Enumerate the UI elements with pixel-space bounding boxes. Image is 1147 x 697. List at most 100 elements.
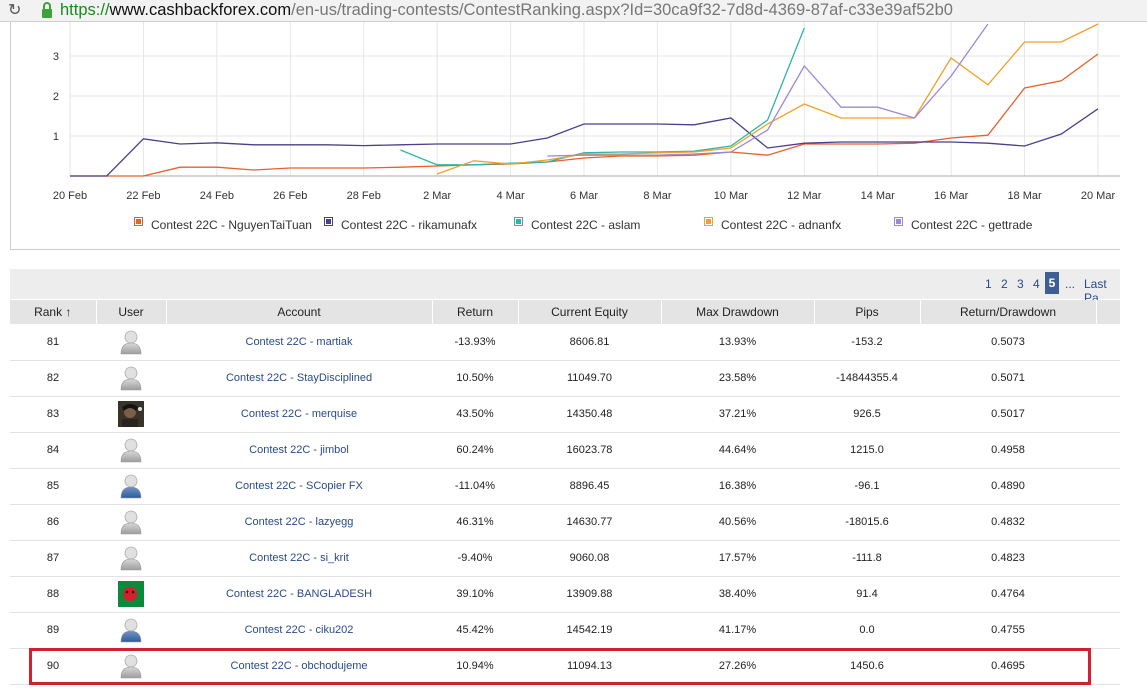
cell-equity: 14542.19 <box>518 612 661 649</box>
cell-rank: 81 <box>10 324 96 361</box>
legend-swatch <box>704 217 713 226</box>
legend-label: Contest 22C - adnanfx <box>721 218 842 232</box>
col-header-ratio[interactable]: Return/Drawdown <box>920 300 1097 324</box>
user-icon[interactable] <box>118 437 144 463</box>
cell-drawdown: 37.21% <box>661 396 814 433</box>
contest-chart: 20 Feb 22 Feb 24 Feb 26 Feb 28 Feb 2 Mar 4 Mar… <box>10 22 1120 250</box>
cell-drawdown: 27.26% <box>661 648 814 685</box>
x-tick-label: 18 Mar <box>1007 190 1042 202</box>
legend-item-4[interactable]: Contest 22C - adnanfx <box>704 217 842 232</box>
x-tick-label: 12 Mar <box>787 190 822 202</box>
x-tick-label: 2 Mar <box>423 190 451 202</box>
cell-equity: 14630.77 <box>518 504 661 541</box>
cell-equity: 11094.13 <box>518 648 661 685</box>
account-link[interactable]: Contest 22C - StayDisciplined <box>166 360 432 397</box>
cell-user <box>96 360 166 397</box>
col-header-drawdown[interactable]: Max Drawdown <box>661 300 815 324</box>
user-icon[interactable] <box>118 617 144 643</box>
y-tick-label: 3 <box>53 51 59 63</box>
col-header-account[interactable]: Account <box>166 300 433 324</box>
page-link-1[interactable]: 1 <box>985 277 992 291</box>
col-header-return[interactable]: Return <box>432 300 519 324</box>
x-tick-label: 26 Feb <box>273 190 307 202</box>
account-link[interactable]: Contest 22C - si_krit <box>166 540 432 577</box>
table-row: 83 Contest 22C - merquise 43.50% 14350.48 37… <box>10 396 1120 433</box>
cell-equity: 16023.78 <box>518 432 661 469</box>
legend-item-2[interactable]: Contest 22C - rikamunafx <box>324 217 477 232</box>
col-header-equity[interactable]: Current Equity <box>518 300 662 324</box>
cell-spacer <box>1096 612 1120 649</box>
avatar[interactable] <box>118 581 144 607</box>
table-row: 82 Contest 22C - StayDisciplined 10.50% 110… <box>10 360 1120 397</box>
legend-item-1[interactable]: Contest 22C - NguyenTaiTuan <box>134 217 312 232</box>
account-link[interactable]: Contest 22C - obchodujeme <box>166 648 432 685</box>
cell-drawdown: 23.58% <box>661 360 814 397</box>
series-line-4 <box>436 23 1099 175</box>
x-tick-label: 8 Mar <box>643 190 671 202</box>
cell-drawdown: 17.57% <box>661 540 814 577</box>
account-link[interactable]: Contest 22C - jimbol <box>166 432 432 469</box>
legend-label: Contest 22C - aslam <box>531 218 641 232</box>
user-icon[interactable] <box>118 545 144 571</box>
x-tick-label: 24 Feb <box>200 190 234 202</box>
cell-return: 46.31% <box>432 504 518 541</box>
cell-pips: 1450.6 <box>814 648 920 685</box>
cell-rank: 82 <box>10 360 96 397</box>
cell-return: -9.40% <box>432 540 518 577</box>
cell-equity: 8896.45 <box>518 468 661 505</box>
col-header-pips[interactable]: Pips <box>814 300 921 324</box>
cell-equity: 9060.08 <box>518 540 661 577</box>
cell-rank: 89 <box>10 612 96 649</box>
browser-address-bar: ↻ https://www.cashbackforex.com/en-us/tr… <box>0 0 1147 22</box>
account-link[interactable]: Contest 22C - martiak <box>166 324 432 361</box>
chart-legend: Contest 22C - NguyenTaiTuan Contest 22C -… <box>11 217 1120 240</box>
cell-return: 10.50% <box>432 360 518 397</box>
legend-label: Contest 22C - NguyenTaiTuan <box>151 218 312 232</box>
x-tick-label: 4 Mar <box>497 190 525 202</box>
cell-spacer <box>1096 468 1120 505</box>
url-field[interactable]: https://www.cashbackforex.com/en-us/trad… <box>60 1 953 20</box>
account-link[interactable]: Contest 22C - lazyegg <box>166 504 432 541</box>
cell-spacer <box>1096 324 1120 361</box>
user-icon[interactable] <box>118 473 144 499</box>
user-icon[interactable] <box>118 509 144 535</box>
page-link-4[interactable]: 4 <box>1033 277 1040 291</box>
cell-pips: 0.0 <box>814 612 920 649</box>
account-link[interactable]: Contest 22C - SCopier FX <box>166 468 432 505</box>
series-line-2 <box>70 108 1099 177</box>
legend-item-5[interactable]: Contest 22C - gettrade <box>894 217 1032 232</box>
cell-pips: 1215.0 <box>814 432 920 469</box>
url-scheme: https:// <box>60 1 110 19</box>
cell-ratio: 0.5017 <box>920 396 1096 433</box>
cell-user <box>96 648 166 685</box>
account-link[interactable]: Contest 22C - ciku202 <box>166 612 432 649</box>
cell-rank: 83 <box>10 396 96 433</box>
user-icon[interactable] <box>118 653 144 679</box>
cell-pips: -18015.6 <box>814 504 920 541</box>
table-header-row: Rank ↑ User Account Return Current Equit… <box>10 300 1121 324</box>
cell-return: 60.24% <box>432 432 518 469</box>
cell-rank: 85 <box>10 468 96 505</box>
cell-ratio: 0.4695 <box>920 648 1096 685</box>
legend-swatch <box>894 217 903 226</box>
legend-item-3[interactable]: Contest 22C - aslam <box>514 217 641 232</box>
table-row: 85 Contest 22C - SCopier FX -11.04% 8896.45… <box>10 468 1120 505</box>
account-link[interactable]: Contest 22C - merquise <box>166 396 432 433</box>
col-header-rank[interactable]: Rank ↑ <box>10 300 97 324</box>
user-icon[interactable] <box>118 329 144 355</box>
chart-plot: 20 Feb 22 Feb 24 Feb 26 Feb 28 Feb 2 Mar 4 Mar… <box>53 22 1120 202</box>
avatar[interactable] <box>118 401 144 427</box>
cell-pips: -153.2 <box>814 324 920 361</box>
col-header-user[interactable]: User <box>96 300 167 324</box>
page-ellipsis[interactable]: ... <box>1065 277 1076 291</box>
page-link-3[interactable]: 3 <box>1017 277 1024 291</box>
user-icon[interactable] <box>118 365 144 391</box>
page-link-2[interactable]: 2 <box>1001 277 1008 291</box>
cell-user <box>96 576 166 613</box>
reload-icon[interactable]: ↻ <box>8 2 22 19</box>
cell-pips: 926.5 <box>814 396 920 433</box>
cell-ratio: 0.4755 <box>920 612 1096 649</box>
account-link[interactable]: Contest 22C - BANGLADESH <box>166 576 432 613</box>
legend-swatch <box>514 217 523 226</box>
page-link-current[interactable]: 5 <box>1045 272 1059 294</box>
